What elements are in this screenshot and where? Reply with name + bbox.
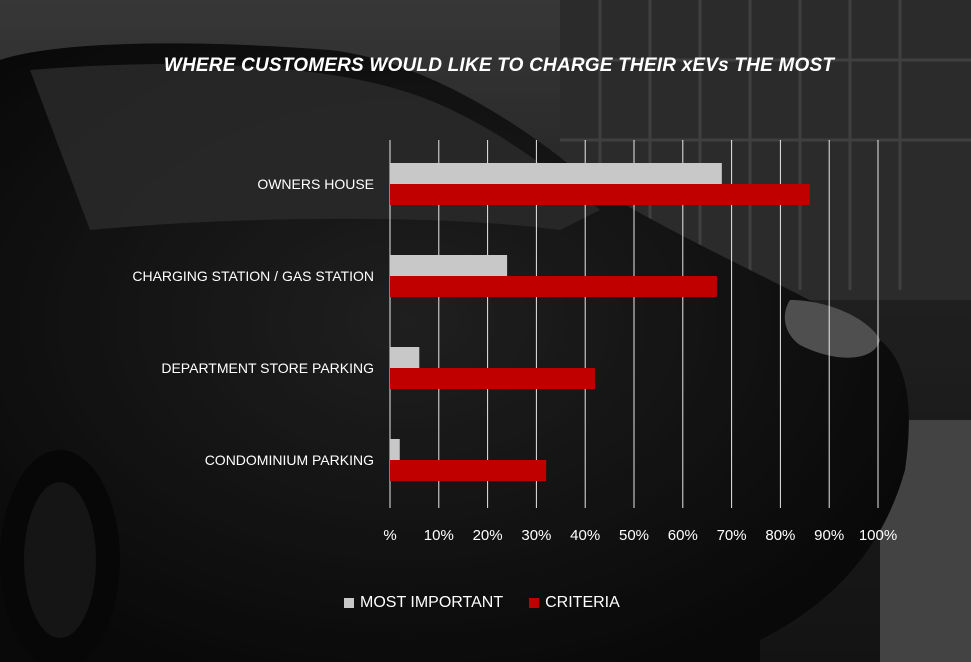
bar-most-important (390, 255, 508, 276)
x-tick-label: 20% (473, 527, 503, 544)
bar-criteria (390, 276, 717, 297)
x-tick-label: 10% (424, 527, 454, 544)
x-tick-label: 40% (570, 527, 600, 544)
legend-item-most-important: MOST IMPORTANT (344, 594, 503, 612)
x-tick-label: % (383, 527, 396, 544)
bar-most-important (390, 439, 400, 460)
category-label: CHARGING STATION / GAS STATION (132, 268, 374, 284)
x-tick-label: 100% (859, 527, 897, 544)
bar-criteria (390, 460, 547, 481)
category-label: CONDOMINIUM PARKING (205, 452, 374, 468)
x-tick-label: 30% (521, 527, 551, 544)
legend-label-most-important: MOST IMPORTANT (360, 594, 504, 611)
legend-label-criteria: CRITERIA (545, 594, 620, 611)
x-tick-label: 80% (765, 527, 795, 544)
category-labels: OWNERS HOUSE CHARGING STATION / GAS STATI… (132, 176, 374, 468)
legend: MOST IMPORTANT CRITERIA (344, 594, 646, 612)
bar-criteria (390, 368, 595, 389)
x-tick-label: 60% (668, 527, 698, 544)
x-tick-label: 90% (814, 527, 844, 544)
x-tick-label: 70% (717, 527, 747, 544)
bar-most-important (390, 347, 420, 368)
legend-swatch-most-important (344, 598, 354, 608)
x-tick-labels: % 10% 20% 30% 40% 50% 60% 70% 80% 90% 100% (383, 527, 897, 544)
x-tick-label: 50% (619, 527, 649, 544)
legend-swatch-criteria (529, 598, 540, 608)
chart-title: WHERE CUSTOMERS WOULD LIKE TO CHARGE THE… (163, 55, 835, 76)
bar-criteria (390, 184, 810, 205)
category-label: OWNERS HOUSE (257, 176, 374, 192)
bar-most-important (390, 163, 722, 184)
bars (390, 163, 810, 481)
legend-item-criteria: CRITERIA (529, 594, 620, 612)
category-label: DEPARTMENT STORE PARKING (161, 360, 374, 376)
